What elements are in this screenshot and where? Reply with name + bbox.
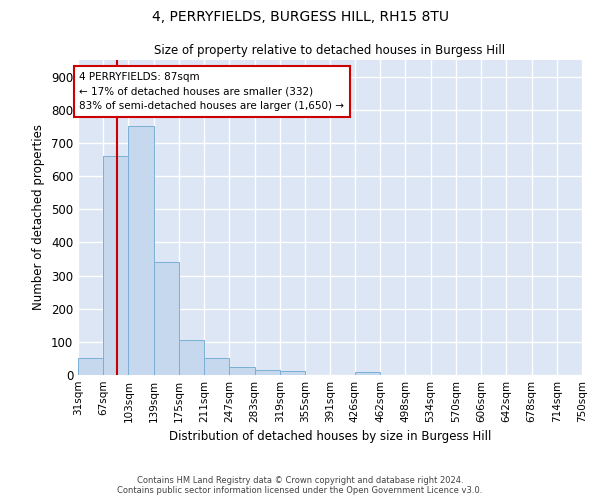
Bar	[254, 370, 280, 375]
Text: 4, PERRYFIELDS, BURGESS HILL, RH15 8TU: 4, PERRYFIELDS, BURGESS HILL, RH15 8TU	[151, 10, 449, 24]
Bar	[355, 372, 380, 375]
X-axis label: Distribution of detached houses by size in Burgess Hill: Distribution of detached houses by size …	[169, 430, 491, 444]
Bar	[204, 358, 229, 375]
Bar	[229, 366, 254, 375]
Bar	[280, 371, 305, 375]
Text: Contains HM Land Registry data © Crown copyright and database right 2024.
Contai: Contains HM Land Registry data © Crown c…	[118, 476, 482, 495]
Title: Size of property relative to detached houses in Burgess Hill: Size of property relative to detached ho…	[154, 44, 506, 58]
Bar	[78, 358, 103, 375]
Bar	[154, 262, 179, 375]
Bar	[128, 126, 154, 375]
Bar	[103, 156, 128, 375]
Text: 4 PERRYFIELDS: 87sqm
← 17% of detached houses are smaller (332)
83% of semi-deta: 4 PERRYFIELDS: 87sqm ← 17% of detached h…	[79, 72, 344, 112]
Bar	[179, 340, 204, 375]
Y-axis label: Number of detached properties: Number of detached properties	[32, 124, 46, 310]
